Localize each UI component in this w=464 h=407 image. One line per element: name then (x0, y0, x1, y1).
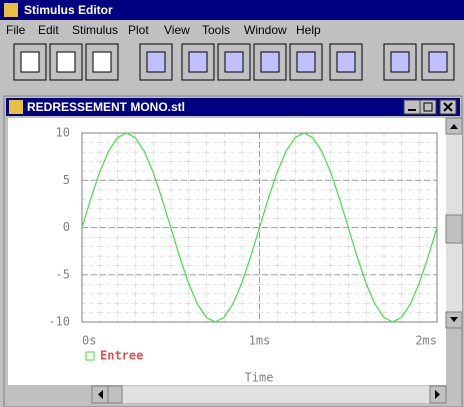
legend-label: Entree (100, 349, 143, 363)
y-tick-label: 5 (63, 173, 70, 187)
button-icon (428, 51, 448, 73)
x-tick-label: 2ms (415, 334, 437, 348)
left-arrow (98, 390, 103, 399)
app-icon (4, 3, 18, 17)
maximize-button[interactable] (419, 99, 437, 115)
h-scroll-thumb[interactable] (107, 385, 123, 404)
button-icon (56, 51, 76, 73)
button-icon (260, 51, 280, 73)
menu-item[interactable]: Plot (128, 23, 149, 37)
y-tick-label: 10 (56, 126, 70, 140)
button-icon (390, 51, 410, 73)
menu-item[interactable]: Tools (202, 23, 230, 37)
button-icon (92, 51, 112, 73)
right-arrow (435, 390, 440, 399)
down-arrow (450, 317, 458, 322)
menu-item[interactable]: Edit (38, 23, 59, 37)
series-line (81, 132, 438, 323)
menu-item[interactable]: Stimulus (72, 23, 118, 37)
title-bar (0, 0, 464, 20)
menu-item[interactable]: File (6, 23, 26, 37)
button-icon (336, 51, 356, 73)
y-tick-label: -5 (56, 267, 70, 281)
legend-swatch (85, 351, 95, 361)
close-glyph (443, 102, 453, 112)
menu-bar: File Edit Stimulus Plot View Tools Window Help (6, 23, 321, 37)
plot: 10 5 0 -5 -10 0s 1ms 2ms Entree (48, 126, 438, 363)
button-icon (146, 51, 166, 73)
child-title-bar (6, 98, 460, 116)
menu-item[interactable]: View (164, 23, 190, 37)
toolbar-button[interactable] (49, 43, 83, 81)
button-icon (296, 51, 316, 73)
x-tick-label: 1ms (249, 334, 271, 348)
x-axis-label: Time (245, 371, 274, 385)
button-icon (224, 51, 244, 73)
menu-item[interactable]: Help (296, 23, 321, 37)
scroll-thumb[interactable] (445, 214, 463, 244)
minimize-button[interactable] (403, 99, 421, 115)
button-icon (188, 51, 208, 73)
window-title: Stimulus Editor (24, 3, 113, 17)
up-arrow (450, 124, 458, 129)
maximize-glyph (423, 102, 433, 112)
toolbar-button[interactable] (139, 43, 173, 81)
toolbar-button[interactable] (217, 43, 251, 81)
horizontal-scrollbar[interactable] (92, 386, 446, 403)
x-tick-label: 0s (82, 334, 96, 348)
button-icon (20, 51, 40, 73)
menu-item[interactable]: Window (244, 23, 287, 37)
y-tick-label: 0 (63, 220, 70, 234)
doc-icon (9, 100, 23, 114)
y-tick-label: -10 (48, 315, 70, 329)
toolbar (13, 43, 455, 81)
document-title: REDRESSEMENT MONO.stl (27, 100, 185, 114)
